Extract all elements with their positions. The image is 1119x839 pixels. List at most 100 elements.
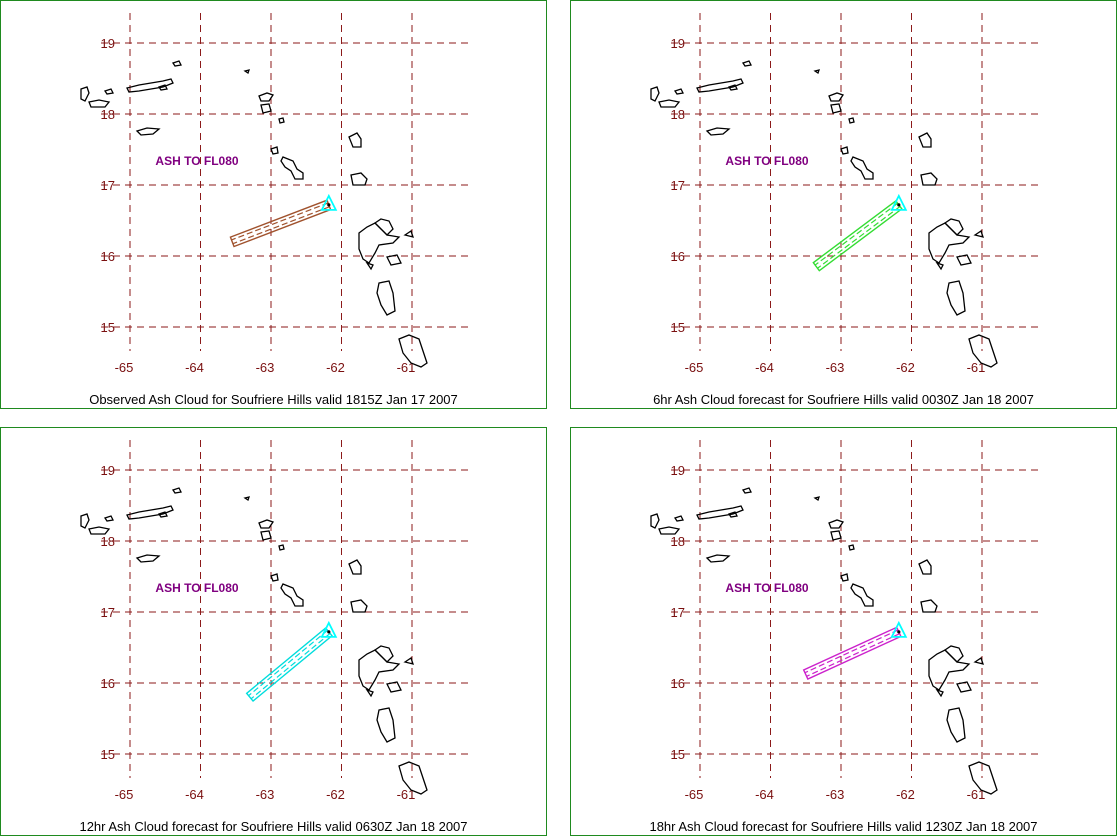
island-virgin-islands	[157, 511, 168, 518]
map-panel-12hr: -65 -64 -63 -62 -61 19 18 17 16 15 ASH TO FL080 12…	[0, 427, 547, 836]
island-st-kitts	[270, 146, 279, 155]
lat-tick-label: 17	[671, 178, 685, 193]
volcano-dot	[327, 630, 331, 634]
ash-cloud-hatch	[814, 202, 898, 266]
lat-tick-label: 15	[101, 320, 115, 335]
ash-cloud-hatch	[250, 632, 331, 700]
island-marie-galante	[386, 254, 402, 266]
ash-cloud-hatch	[806, 633, 900, 677]
ash-cloud-hatch	[231, 202, 329, 241]
panel-caption: 12hr Ash Cloud forecast for Soufriere Hi…	[79, 819, 468, 834]
ash-cloud-hatch	[817, 206, 901, 269]
lon-tick-label: -61	[967, 360, 986, 375]
island-dominica	[376, 707, 396, 743]
panel-caption: 18hr Ash Cloud forecast for Soufriere Hi…	[649, 819, 1038, 834]
island-les-saintes	[935, 688, 944, 698]
island-st-martin	[828, 92, 845, 102]
lon-tick-label: -62	[896, 787, 915, 802]
island-anguilla	[243, 69, 250, 75]
ash-cloud-hatch	[248, 629, 328, 697]
island-barbuda	[350, 172, 368, 186]
island-grande-terre	[943, 218, 964, 236]
island-les-saintes	[935, 261, 944, 271]
map-svg: -65 -64 -63 -62 -61 19 18 17 16 15 ASH TO FL080	[80, 440, 471, 802]
island-saba	[848, 544, 855, 551]
ash-level-label: ASH TO FL080	[725, 154, 808, 168]
island-st-martin	[258, 92, 275, 102]
lat-tick-label: 17	[101, 178, 115, 193]
ash-cloud-hatch	[232, 206, 330, 245]
island-st-barth	[260, 103, 272, 114]
island-martinique	[968, 334, 998, 368]
lat-tick-label: 18	[671, 107, 685, 122]
island-culebra	[673, 88, 684, 95]
island-dominica	[376, 280, 396, 316]
island-anegada	[705, 554, 731, 563]
lat-tick-label: 19	[101, 463, 115, 478]
lon-tick-label: -62	[896, 360, 915, 375]
lon-tick-label: -63	[826, 787, 845, 802]
volcano-dot	[897, 630, 901, 634]
lon-tick-label: -63	[256, 787, 275, 802]
volcano-triangle-icon	[890, 193, 908, 211]
island-anegada	[135, 127, 161, 136]
island-mona-island	[650, 86, 660, 102]
island-anguilla	[243, 496, 250, 502]
lat-tick-label: 16	[101, 676, 115, 691]
lon-tick-label: -64	[185, 360, 204, 375]
island-vieques	[171, 60, 182, 67]
lon-tick-label: -64	[185, 787, 204, 802]
lon-tick-label: -65	[115, 787, 134, 802]
lon-tick-label: -65	[115, 360, 134, 375]
volcano-triangle-icon	[320, 620, 338, 638]
island-virgin-islands	[157, 84, 168, 91]
island-saba	[848, 117, 855, 124]
island-la-desirade	[973, 229, 984, 238]
island-mona-island	[80, 513, 90, 529]
map-svg: -65 -64 -63 -62 -61 19 18 17 16 15 ASH TO FL080	[650, 13, 1041, 375]
lat-tick-label: 19	[671, 36, 685, 51]
lon-tick-label: -63	[826, 360, 845, 375]
island-st-croix	[658, 99, 681, 108]
island-anguilla	[813, 496, 820, 502]
lat-tick-label: 18	[101, 534, 115, 549]
island-nevis	[280, 583, 304, 607]
island-st-martin	[258, 519, 275, 529]
lon-tick-label: -61	[397, 360, 416, 375]
island-st-croix	[88, 99, 111, 108]
island-martinique	[398, 761, 428, 795]
island-marie-galante	[386, 681, 402, 693]
island-st-croix	[658, 526, 681, 535]
ash-level-label: ASH TO FL080	[725, 581, 808, 595]
island-grande-terre	[373, 645, 394, 663]
lon-tick-label: -62	[326, 787, 345, 802]
island-vieques	[741, 60, 752, 67]
island-antigua	[348, 559, 362, 575]
island-barbuda	[920, 172, 938, 186]
lat-tick-label: 16	[101, 249, 115, 264]
island-barbuda	[920, 599, 938, 613]
island-puerto-rico-east	[696, 505, 744, 520]
panel-caption: 6hr Ash Cloud forecast for Soufriere Hil…	[653, 392, 1034, 407]
lat-tick-label: 19	[671, 463, 685, 478]
island-vieques	[171, 487, 182, 494]
island-marie-galante	[956, 254, 972, 266]
volcano-dot	[897, 203, 901, 207]
island-anguilla	[813, 69, 820, 75]
lon-tick-label: -63	[256, 360, 275, 375]
lat-tick-label: 15	[671, 747, 685, 762]
volcano-dot	[327, 203, 331, 207]
island-antigua	[348, 132, 362, 148]
island-puerto-rico-east	[126, 78, 174, 93]
lat-tick-label: 15	[101, 747, 115, 762]
ash-cloud-outline	[812, 199, 903, 272]
map-panel-observed: -65 -64 -63 -62 -61 19 18 17 16 15 ASH TO FL080 Ob…	[0, 0, 547, 409]
lat-tick-label: 17	[671, 605, 685, 620]
ash-cloud-outline	[229, 199, 332, 248]
island-saba	[278, 544, 285, 551]
lon-tick-label: -62	[326, 360, 345, 375]
island-barbuda	[350, 599, 368, 613]
island-culebra	[103, 515, 114, 522]
island-vieques	[741, 487, 752, 494]
island-la-desirade	[403, 229, 414, 238]
